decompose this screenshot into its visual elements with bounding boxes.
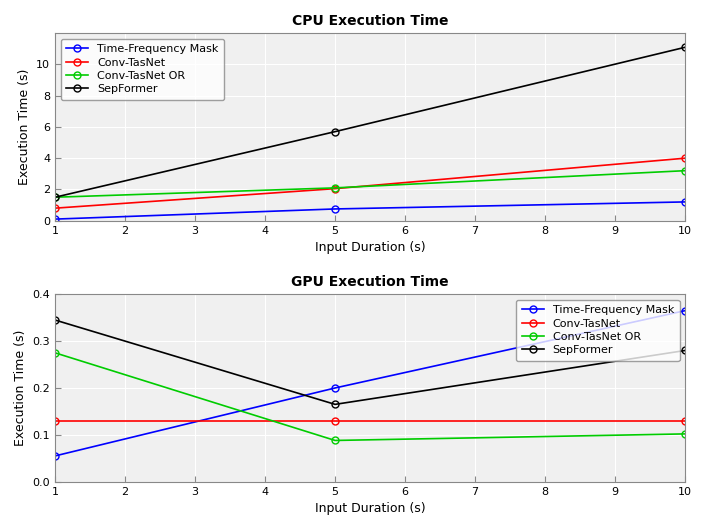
Conv-TasNet OR [681, 168, 689, 174]
Time-Frequency Mask [51, 453, 59, 459]
Conv-TasNet [681, 417, 689, 424]
Conv-TasNet OR [331, 437, 340, 444]
Line: Conv-TasNet: Conv-TasNet [52, 154, 688, 212]
Conv-TasNet OR [331, 185, 340, 191]
Title: CPU Execution Time: CPU Execution Time [292, 14, 448, 28]
Conv-TasNet OR [51, 350, 59, 356]
Line: Conv-TasNet: Conv-TasNet [52, 417, 688, 424]
SepFormer [331, 401, 340, 407]
Y-axis label: Execution Time (s): Execution Time (s) [14, 330, 27, 446]
Title: GPU Execution Time: GPU Execution Time [292, 275, 449, 289]
Line: Time-Frequency Mask: Time-Frequency Mask [52, 307, 688, 459]
Legend: Time-Frequency Mask, Conv-TasNet, Conv-TasNet OR, SepFormer: Time-Frequency Mask, Conv-TasNet, Conv-T… [516, 300, 680, 361]
Line: Conv-TasNet OR: Conv-TasNet OR [52, 167, 688, 200]
Conv-TasNet OR [51, 194, 59, 200]
SepFormer [681, 44, 689, 50]
SepFormer [51, 194, 59, 200]
Time-Frequency Mask [681, 199, 689, 205]
Line: Time-Frequency Mask: Time-Frequency Mask [52, 198, 688, 223]
Conv-TasNet [681, 155, 689, 161]
Line: Conv-TasNet OR: Conv-TasNet OR [52, 349, 688, 444]
Conv-TasNet [51, 417, 59, 424]
Conv-TasNet [331, 417, 340, 424]
Time-Frequency Mask [331, 385, 340, 391]
Time-Frequency Mask [681, 307, 689, 314]
SepFormer [681, 348, 689, 354]
Conv-TasNet OR [681, 431, 689, 437]
Line: SepFormer: SepFormer [52, 316, 688, 408]
SepFormer [331, 129, 340, 135]
X-axis label: Input Duration (s): Input Duration (s) [315, 502, 426, 515]
X-axis label: Input Duration (s): Input Duration (s) [315, 241, 426, 254]
SepFormer [51, 317, 59, 323]
Line: SepFormer: SepFormer [52, 44, 688, 200]
Conv-TasNet [331, 186, 340, 192]
Legend: Time-Frequency Mask, Conv-TasNet, Conv-TasNet OR, SepFormer: Time-Frequency Mask, Conv-TasNet, Conv-T… [61, 39, 225, 100]
Time-Frequency Mask [51, 216, 59, 222]
Conv-TasNet [51, 205, 59, 212]
Time-Frequency Mask [331, 206, 340, 212]
Y-axis label: Execution Time (s): Execution Time (s) [18, 69, 30, 185]
